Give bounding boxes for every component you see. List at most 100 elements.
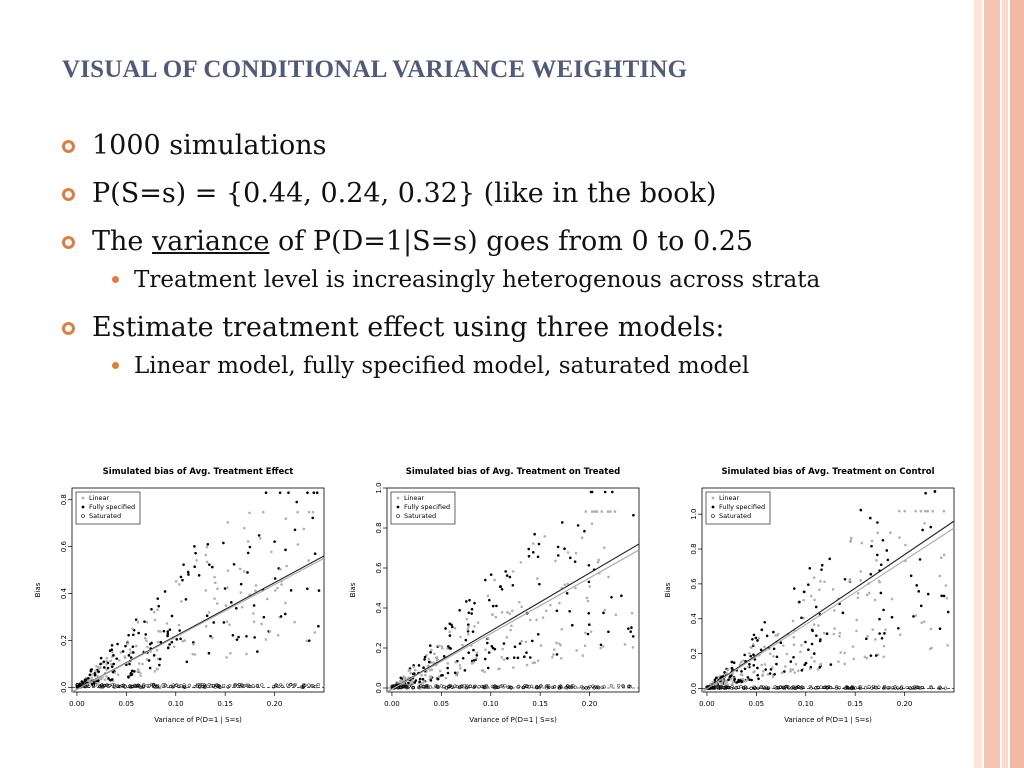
point-fully-specified <box>556 554 560 557</box>
point-saturated <box>221 684 226 688</box>
stripe <box>974 0 982 768</box>
point-fully-specified <box>127 633 130 637</box>
point-fully-specified <box>487 651 491 654</box>
point-linear <box>224 604 228 607</box>
point-fully-specified <box>573 560 577 563</box>
y-tick-label: 1.0 <box>690 509 698 520</box>
point-saturated <box>579 685 584 689</box>
point-linear <box>753 670 756 673</box>
point-fully-specified <box>245 634 248 638</box>
point-linear <box>313 631 317 634</box>
point-saturated <box>893 685 897 689</box>
point-linear <box>268 630 272 633</box>
point-linear <box>608 510 612 513</box>
point-fully-specified <box>590 490 594 494</box>
point-fully-specified <box>808 566 812 570</box>
point-saturated <box>401 684 406 688</box>
point-linear <box>105 668 108 672</box>
point-linear <box>870 539 874 543</box>
point-fully-specified <box>812 652 816 655</box>
point-saturated <box>521 685 526 689</box>
point-linear <box>740 673 744 677</box>
point-fully-specified <box>865 637 868 641</box>
point-saturated <box>161 683 165 687</box>
point-fully-specified <box>829 663 833 666</box>
point-linear <box>183 639 186 642</box>
point-saturated <box>169 684 173 689</box>
point-linear <box>420 673 423 677</box>
point-fully-specified <box>133 670 136 673</box>
x-tick-label: 0.15 <box>217 700 233 708</box>
y-tick-label: 0.2 <box>690 648 698 659</box>
point-linear <box>588 585 592 588</box>
point-fully-specified <box>775 655 779 659</box>
point-linear <box>146 645 149 649</box>
point-linear <box>585 596 589 600</box>
point-linear <box>725 680 728 684</box>
point-linear <box>865 656 869 660</box>
point-linear <box>929 627 933 631</box>
point-saturated <box>218 685 222 689</box>
point-linear <box>470 662 474 665</box>
stripe <box>1010 0 1024 768</box>
point-fully-specified <box>156 597 160 600</box>
point-fully-specified <box>586 632 590 636</box>
point-linear <box>603 608 607 612</box>
point-fully-specified <box>429 650 432 654</box>
point-fully-specified <box>587 580 591 584</box>
point-fully-specified <box>783 670 786 673</box>
point-linear <box>931 509 935 513</box>
point-linear <box>430 675 433 678</box>
point-saturated <box>255 684 259 688</box>
point-saturated <box>285 683 290 687</box>
point-saturated <box>164 684 168 688</box>
point-fully-specified <box>513 645 517 649</box>
point-linear <box>923 509 927 513</box>
point-linear <box>549 603 552 607</box>
point-fully-specified <box>620 594 623 598</box>
point-linear <box>307 510 311 514</box>
point-linear <box>420 681 424 685</box>
point-linear <box>848 579 851 583</box>
point-saturated <box>87 684 91 689</box>
point-saturated <box>182 685 186 689</box>
point-linear <box>403 676 406 679</box>
point-linear <box>789 668 792 671</box>
point-linear <box>793 671 797 674</box>
point-fully-specified <box>810 642 814 646</box>
bullet-list: 1000 simulations P(S=s) = {0.44, 0.24, 0… <box>62 128 962 396</box>
point-fully-specified <box>444 627 447 630</box>
point-fully-specified <box>879 591 883 595</box>
x-tick-label: 0.20 <box>267 700 283 708</box>
stripe <box>984 0 1000 768</box>
point-saturated <box>211 683 215 688</box>
point-linear <box>849 540 852 543</box>
point-linear <box>103 678 107 681</box>
point-linear <box>134 644 138 648</box>
point-saturated <box>559 684 563 688</box>
point-fully-specified <box>162 629 166 633</box>
point-fully-specified <box>128 662 131 666</box>
point-linear <box>174 580 178 583</box>
point-saturated <box>814 686 818 690</box>
point-fully-specified <box>446 671 450 675</box>
point-linear <box>595 510 599 513</box>
point-fully-specified <box>166 632 170 636</box>
point-linear <box>942 509 946 513</box>
point-linear <box>760 663 764 667</box>
point-saturated <box>858 686 863 691</box>
point-fully-specified <box>912 615 915 618</box>
bullet-variance: The variance of P(D=1|S=s) goes from 0 t… <box>62 224 962 260</box>
bullet-circle-icon <box>62 140 75 153</box>
point-fully-specified <box>287 491 290 494</box>
point-saturated <box>822 685 826 690</box>
point-linear <box>774 634 777 637</box>
point-saturated <box>551 685 555 690</box>
point-linear <box>849 536 853 540</box>
x-tick-label: 0.20 <box>582 700 598 708</box>
point-linear <box>871 628 875 631</box>
point-linear <box>453 627 457 630</box>
point-linear <box>466 628 470 631</box>
point-saturated <box>182 683 186 687</box>
